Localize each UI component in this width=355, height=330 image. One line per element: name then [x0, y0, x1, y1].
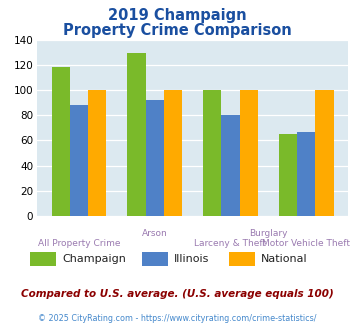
- Text: 2019 Champaign: 2019 Champaign: [108, 8, 247, 23]
- Bar: [203, 90, 222, 216]
- Bar: [164, 90, 182, 216]
- Text: Motor Vehicle Theft: Motor Vehicle Theft: [262, 239, 350, 248]
- Bar: [127, 53, 146, 216]
- Text: Champaign: Champaign: [62, 254, 126, 264]
- Bar: [222, 115, 240, 216]
- Text: Larceny & Theft: Larceny & Theft: [195, 239, 267, 248]
- Text: Burglary: Burglary: [249, 229, 288, 238]
- Text: Compared to U.S. average. (U.S. average equals 100): Compared to U.S. average. (U.S. average …: [21, 289, 334, 299]
- Text: Property Crime Comparison: Property Crime Comparison: [63, 23, 292, 38]
- Text: Arson: Arson: [142, 229, 168, 238]
- Text: Illinois: Illinois: [174, 254, 209, 264]
- Bar: [70, 105, 88, 216]
- Bar: [88, 90, 106, 216]
- Bar: [240, 90, 258, 216]
- Bar: [146, 100, 164, 216]
- Bar: [52, 67, 70, 216]
- Bar: [315, 90, 333, 216]
- Text: National: National: [261, 254, 307, 264]
- Bar: [297, 132, 315, 216]
- Text: © 2025 CityRating.com - https://www.cityrating.com/crime-statistics/: © 2025 CityRating.com - https://www.city…: [38, 314, 317, 323]
- Text: All Property Crime: All Property Crime: [38, 239, 120, 248]
- Bar: [279, 134, 297, 216]
